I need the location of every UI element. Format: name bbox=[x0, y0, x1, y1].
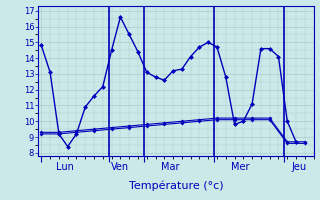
Text: Lun: Lun bbox=[56, 162, 74, 172]
Text: Mer: Mer bbox=[231, 162, 250, 172]
X-axis label: Température (°c): Température (°c) bbox=[129, 180, 223, 191]
Text: Mar: Mar bbox=[161, 162, 180, 172]
Text: Ven: Ven bbox=[111, 162, 129, 172]
Text: Jeu: Jeu bbox=[292, 162, 307, 172]
